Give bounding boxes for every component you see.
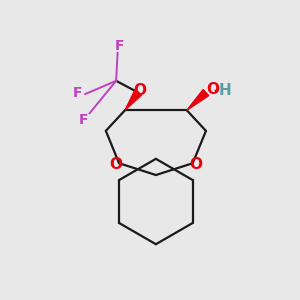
Text: O: O bbox=[206, 82, 220, 97]
Text: F: F bbox=[73, 85, 82, 100]
Text: H: H bbox=[218, 83, 231, 98]
Text: O: O bbox=[109, 157, 122, 172]
Text: O: O bbox=[190, 157, 203, 172]
Polygon shape bbox=[125, 90, 142, 110]
Polygon shape bbox=[187, 90, 209, 110]
Text: F: F bbox=[79, 113, 88, 127]
Text: O: O bbox=[133, 83, 146, 98]
Text: F: F bbox=[114, 39, 124, 53]
